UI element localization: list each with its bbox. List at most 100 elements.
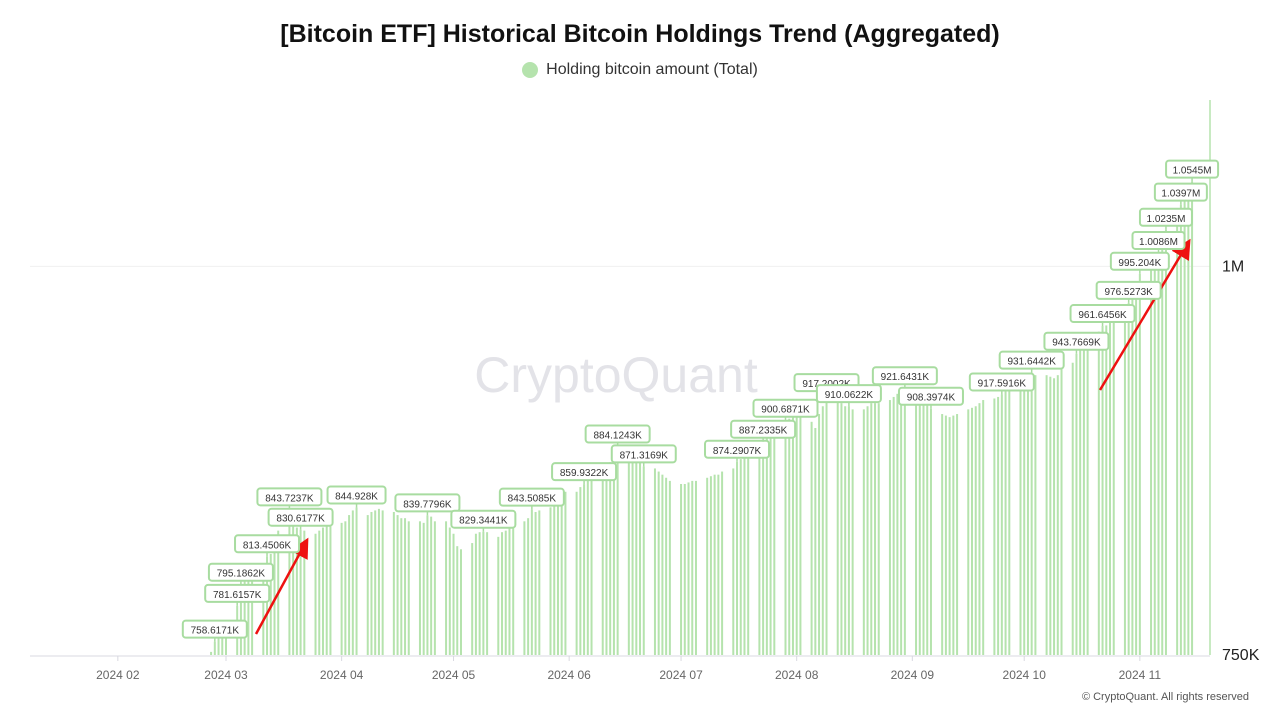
bar[interactable] (1176, 219, 1179, 656)
bar[interactable] (534, 511, 537, 655)
bar[interactable] (340, 522, 343, 655)
bar[interactable] (553, 502, 556, 655)
bar[interactable] (213, 641, 216, 655)
bar[interactable] (445, 521, 448, 655)
bar[interactable] (747, 452, 750, 655)
bar[interactable] (1187, 188, 1190, 655)
bar[interactable] (538, 510, 541, 655)
bar[interactable] (512, 525, 515, 655)
bar[interactable] (523, 521, 526, 655)
bar[interactable] (631, 452, 634, 655)
bar[interactable] (762, 441, 765, 655)
bar[interactable] (1008, 387, 1011, 655)
bar[interactable] (665, 477, 668, 655)
bar[interactable] (1150, 269, 1153, 655)
bar[interactable] (784, 420, 787, 655)
bar[interactable] (418, 521, 421, 655)
bar[interactable] (709, 476, 712, 655)
bar[interactable] (918, 393, 921, 655)
bar[interactable] (627, 449, 630, 655)
bar[interactable] (978, 403, 981, 655)
bar[interactable] (821, 406, 824, 655)
bar[interactable] (922, 396, 925, 655)
bar[interactable] (370, 511, 373, 655)
bar[interactable] (1191, 181, 1194, 655)
bar[interactable] (1023, 381, 1026, 655)
bar[interactable] (560, 496, 563, 655)
bar[interactable] (657, 471, 660, 655)
bar[interactable] (926, 403, 929, 655)
bar[interactable] (303, 530, 306, 655)
bar[interactable] (870, 403, 873, 655)
bar[interactable] (948, 417, 951, 655)
bar[interactable] (1049, 376, 1052, 655)
bar[interactable] (474, 533, 477, 655)
bar[interactable] (892, 396, 895, 655)
bar[interactable] (653, 468, 656, 655)
bar[interactable] (1026, 378, 1029, 655)
bar[interactable] (851, 409, 854, 655)
bar[interactable] (877, 403, 880, 655)
bar[interactable] (448, 527, 451, 655)
bar[interactable] (564, 491, 567, 655)
bar[interactable] (430, 516, 433, 655)
bar[interactable] (299, 529, 302, 655)
bar[interactable] (810, 421, 813, 655)
bar[interactable] (1123, 309, 1126, 655)
bar[interactable] (266, 556, 269, 655)
bar[interactable] (1086, 336, 1089, 655)
bar[interactable] (1153, 266, 1156, 655)
bar[interactable] (556, 499, 559, 655)
legend[interactable]: Holding bitcoin amount (Total) (0, 61, 1280, 79)
bar[interactable] (903, 388, 906, 655)
bar[interactable] (433, 521, 436, 655)
bar[interactable] (661, 474, 664, 655)
bar[interactable] (900, 390, 903, 655)
bar[interactable] (1183, 196, 1186, 656)
bar[interactable] (944, 415, 947, 655)
bar[interactable] (691, 480, 694, 655)
bar[interactable] (1082, 340, 1085, 655)
bar[interactable] (549, 507, 552, 655)
bar[interactable] (1109, 320, 1112, 655)
bar[interactable] (896, 393, 899, 655)
bar[interactable] (795, 414, 798, 655)
bar[interactable] (967, 409, 970, 655)
bar[interactable] (605, 468, 608, 655)
bar[interactable] (329, 525, 332, 655)
bar[interactable] (974, 406, 977, 655)
bar[interactable] (221, 623, 224, 655)
bar[interactable] (1127, 302, 1130, 655)
bar[interactable] (579, 487, 582, 655)
bar[interactable] (404, 518, 407, 655)
bar[interactable] (952, 415, 955, 655)
bar[interactable] (736, 461, 739, 655)
bar[interactable] (243, 580, 246, 655)
bar[interactable] (381, 510, 384, 655)
bar[interactable] (788, 418, 791, 655)
bar[interactable] (478, 532, 481, 655)
bar[interactable] (471, 543, 474, 655)
bar[interactable] (687, 482, 690, 655)
bar[interactable] (504, 530, 507, 655)
bar[interactable] (530, 509, 533, 655)
bar[interactable] (575, 491, 578, 655)
bar[interactable] (956, 414, 959, 655)
bar[interactable] (348, 515, 351, 655)
bar[interactable] (318, 530, 321, 655)
bar[interactable] (717, 474, 720, 655)
bar[interactable] (508, 527, 511, 655)
bar[interactable] (814, 428, 817, 655)
bar[interactable] (583, 484, 586, 655)
bar[interactable] (847, 406, 850, 655)
bar[interactable] (527, 518, 530, 655)
bar[interactable] (486, 532, 489, 655)
bar[interactable] (392, 511, 395, 655)
bar[interactable] (612, 452, 615, 655)
bar[interactable] (1045, 375, 1048, 655)
bar[interactable] (941, 414, 944, 655)
bar[interactable] (217, 630, 220, 655)
bar[interactable] (732, 468, 735, 655)
bar[interactable] (344, 521, 347, 655)
bar[interactable] (590, 477, 593, 655)
